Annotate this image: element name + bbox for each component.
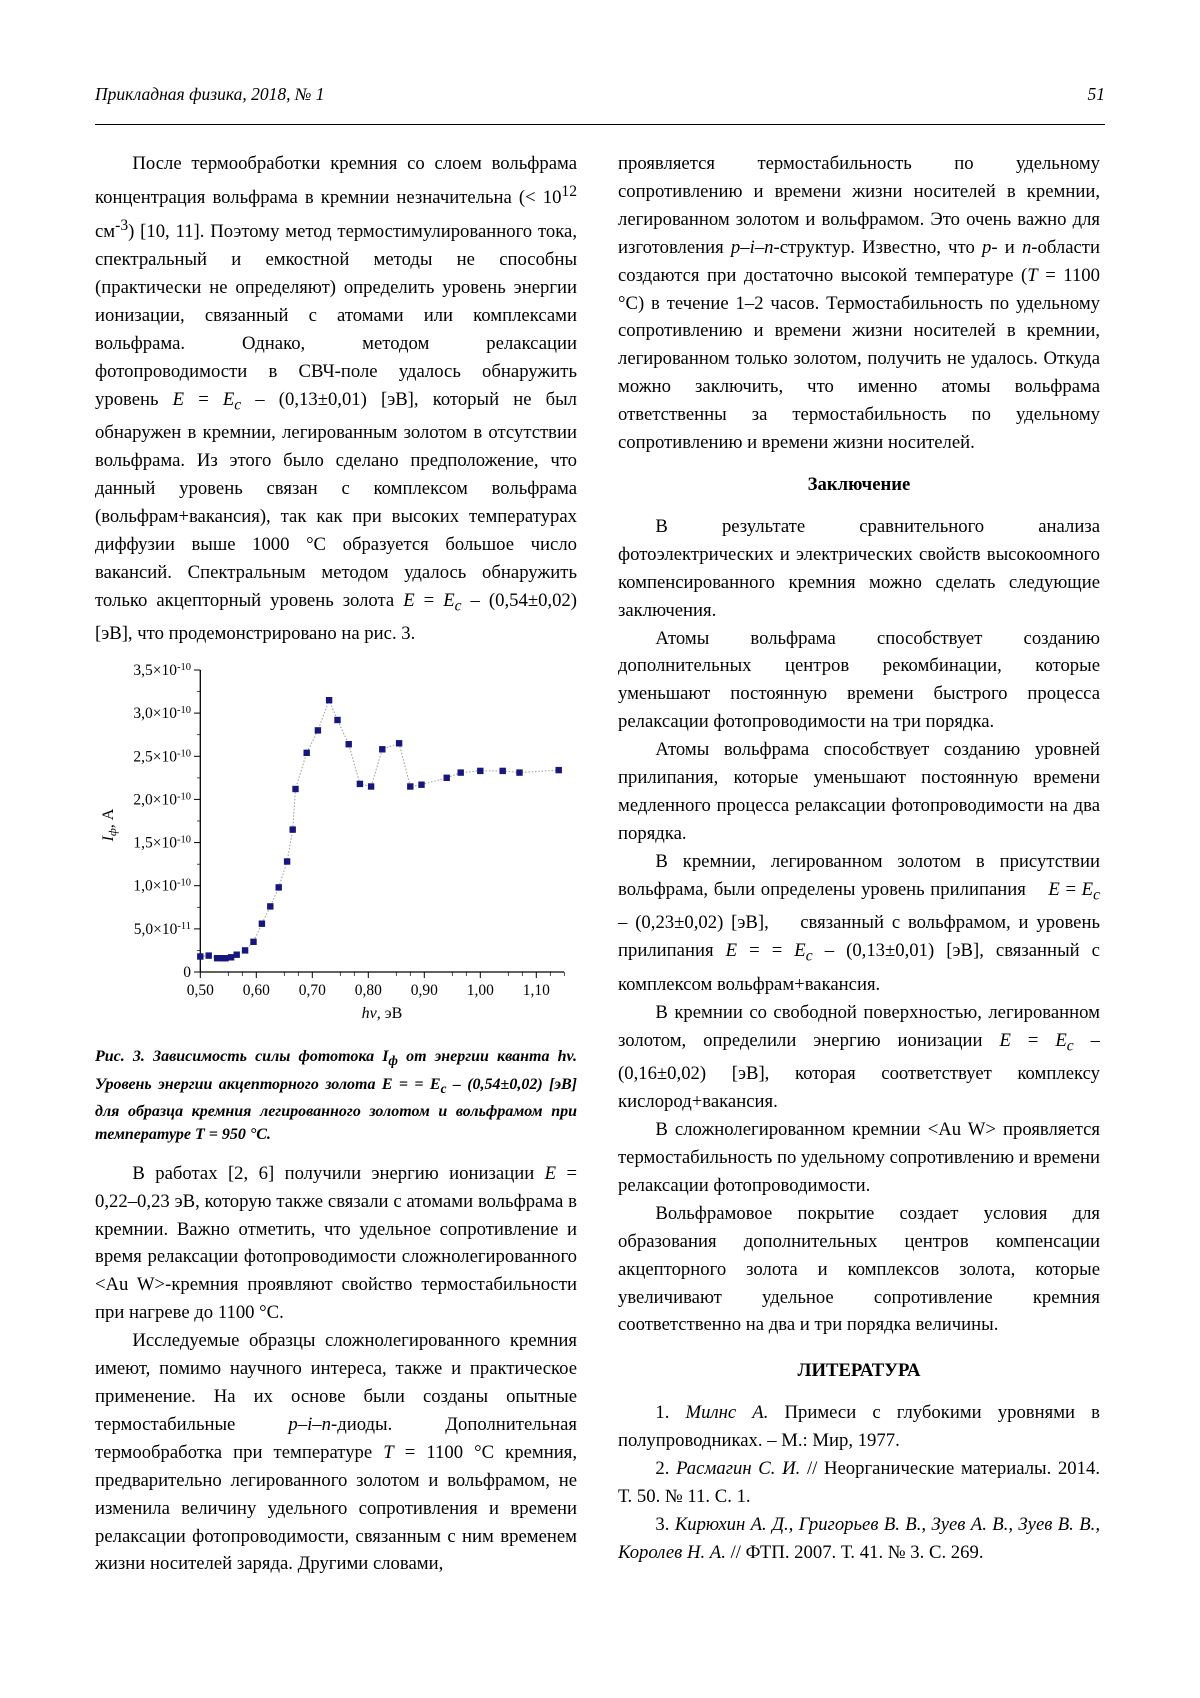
svg-text:0,60: 0,60 (243, 982, 270, 999)
svg-text:3,5×10-10: 3,5×10-10 (133, 662, 191, 679)
svg-text:1,10: 1,10 (523, 982, 550, 999)
svg-text:2,5×10-10: 2,5×10-10 (133, 749, 191, 766)
svg-text:2,0×10-10: 2,0×10-10 (133, 792, 191, 809)
svg-text:5,0×10-11: 5,0×10-11 (134, 921, 191, 938)
svg-text:hv, эВ: hv, эВ (362, 1005, 403, 1022)
svg-text:0,80: 0,80 (355, 982, 382, 999)
svg-text:1,00: 1,00 (467, 982, 494, 999)
svg-text:0,70: 0,70 (299, 982, 326, 999)
svg-text:3,0×10-10: 3,0×10-10 (133, 705, 191, 722)
svg-text:Iф, А: Iф, А (100, 809, 119, 843)
svg-text:0,50: 0,50 (187, 982, 214, 999)
svg-text:0: 0 (183, 964, 191, 981)
svg-text:1,0×10-10: 1,0×10-10 (133, 878, 191, 895)
svg-text:0,90: 0,90 (411, 982, 438, 999)
svg-text:1,5×10-10: 1,5×10-10 (133, 835, 191, 852)
